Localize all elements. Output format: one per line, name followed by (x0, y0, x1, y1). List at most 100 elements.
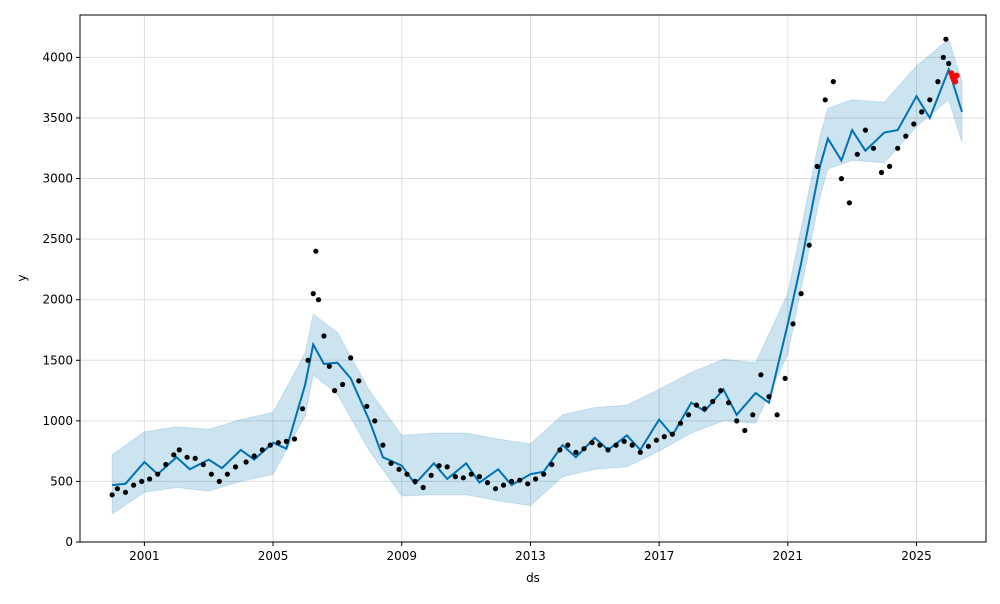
observed-point (597, 442, 603, 448)
observed-point (171, 452, 177, 458)
observed-point (686, 412, 692, 418)
observed-point (940, 54, 946, 61)
observed-point (176, 447, 182, 453)
observed-point (509, 478, 515, 484)
y-tick-label: 3000 (42, 172, 73, 186)
observed-point (267, 442, 273, 448)
observed-point (299, 406, 306, 412)
y-tick-label: 2500 (42, 232, 73, 246)
observed-point (500, 482, 507, 488)
observed-point (766, 394, 772, 400)
observed-point (718, 388, 724, 394)
observed-point (750, 412, 756, 418)
x-tick-label: 2009 (386, 549, 417, 563)
observed-point (147, 476, 153, 482)
x-tick-label: 2001 (129, 549, 160, 563)
observed-point (946, 60, 952, 67)
x-tick-label: 2025 (901, 549, 932, 563)
observed-point (798, 291, 804, 297)
uncertainty-band-layer (111, 38, 963, 516)
observed-point (243, 459, 249, 465)
x-tick-label: 2005 (258, 549, 289, 563)
observed-point (645, 443, 652, 449)
highlighted-point (952, 78, 959, 85)
observed-point (444, 464, 450, 470)
observed-point (830, 79, 836, 85)
uncertainty-band (111, 38, 963, 516)
observed-point (313, 248, 319, 254)
observed-point (114, 486, 120, 492)
observed-point (887, 163, 893, 169)
observed-point (396, 466, 402, 472)
observed-point (702, 406, 708, 412)
observed-point (629, 442, 635, 448)
y-tick-label: 1500 (42, 353, 73, 367)
observed-point (661, 434, 667, 440)
observed-point (388, 460, 394, 466)
observed-point (155, 471, 161, 477)
y-tick-label: 500 (50, 474, 73, 488)
observed-point (326, 363, 332, 369)
observed-points-layer (109, 36, 952, 498)
observed-point (605, 447, 611, 453)
observed-point (621, 438, 627, 444)
observed-point (774, 412, 780, 418)
observed-point (589, 440, 595, 446)
observed-point (356, 378, 362, 384)
observed-point (927, 97, 933, 103)
observed-point (669, 431, 676, 437)
observed-point (232, 464, 239, 470)
observed-point (838, 176, 845, 182)
y-tick-label: 2000 (42, 293, 73, 307)
observed-point (310, 291, 316, 297)
observed-point (581, 446, 587, 452)
observed-point (139, 478, 145, 484)
observed-point (517, 477, 523, 483)
observed-point (919, 109, 925, 115)
observed-point (573, 449, 579, 455)
observed-point (492, 486, 499, 492)
y-tick-label: 3500 (42, 111, 73, 125)
observed-point (613, 442, 619, 448)
observed-point (476, 474, 482, 480)
observed-point (208, 471, 214, 477)
observed-point (806, 242, 812, 248)
observed-point (364, 403, 370, 409)
observed-point (468, 471, 474, 477)
y-tick-label: 0 (65, 535, 73, 549)
observed-point (200, 461, 206, 468)
observed-point (348, 355, 354, 361)
observed-point (224, 471, 230, 477)
observed-point (460, 475, 466, 481)
observed-point (557, 447, 563, 453)
observed-point (943, 36, 949, 42)
observed-point (533, 476, 539, 482)
observed-point (742, 427, 748, 434)
observed-point (758, 372, 764, 378)
observed-point (420, 484, 426, 491)
observed-point (862, 127, 869, 133)
observed-point (109, 492, 115, 498)
observed-point (484, 480, 491, 486)
observed-point (790, 321, 796, 327)
observed-point (275, 440, 281, 446)
observed-point (192, 455, 198, 461)
observed-point (380, 442, 386, 448)
observed-point (549, 461, 555, 468)
observed-point (412, 478, 418, 484)
observed-point (452, 474, 458, 480)
highlighted-points-layer (948, 70, 960, 85)
forecast-line (112, 66, 963, 487)
observed-point (693, 402, 700, 408)
y-tick-label: 4000 (42, 50, 73, 64)
observed-point (911, 121, 917, 127)
x-tick-label: 2017 (644, 549, 675, 563)
observed-point (895, 145, 901, 151)
observed-point (372, 418, 378, 424)
observed-point (870, 145, 877, 151)
x-axis-label: ds (526, 571, 540, 585)
observed-point (251, 453, 257, 459)
observed-point (734, 418, 740, 424)
x-axis-ticks: 2001 2005 2009 2013 2017 2021 2025 (129, 542, 932, 563)
